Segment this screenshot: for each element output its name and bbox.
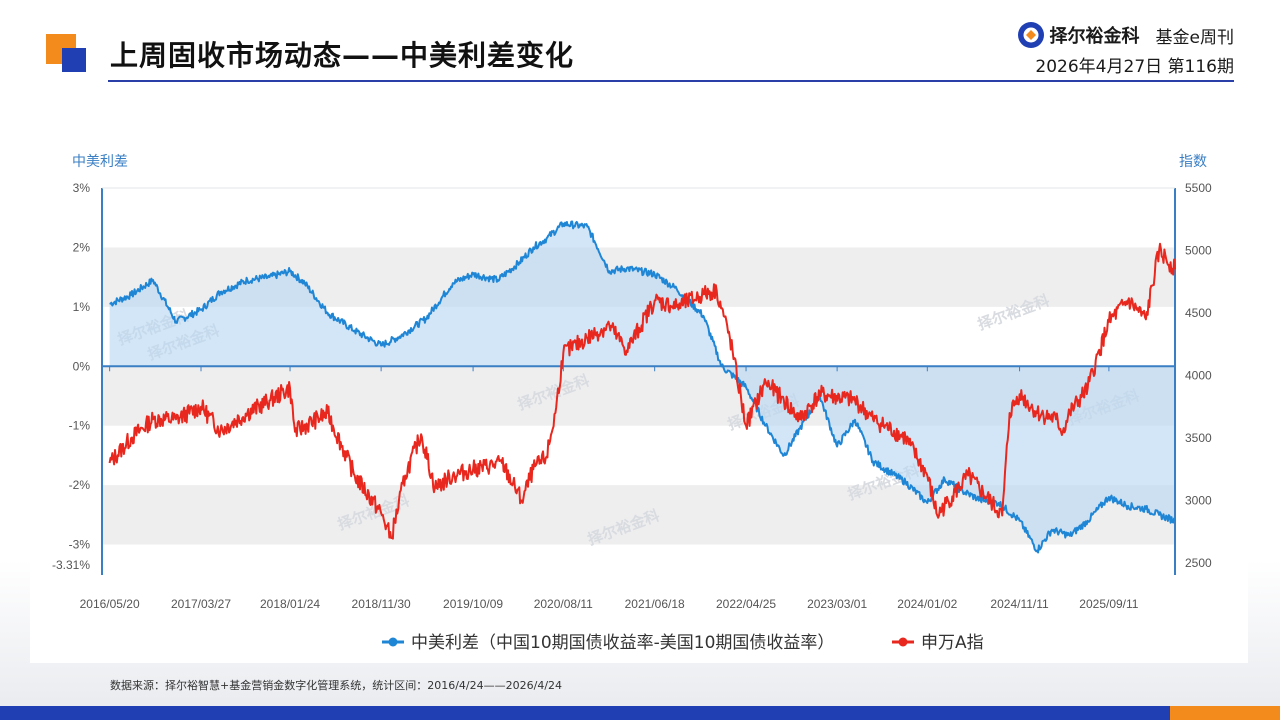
footer-bar-blue [0, 706, 1170, 720]
x-tick-label: 2020/08/11 [534, 597, 593, 611]
right-tick-label: 3000 [1185, 494, 1212, 508]
x-tick-label: 2018/11/30 [352, 597, 411, 611]
right-tick-label: 2500 [1185, 556, 1212, 570]
brand-logo-icon [1017, 22, 1044, 48]
left-tick-label: -3.31% [52, 558, 90, 572]
left-tick-label: 0% [73, 359, 91, 373]
brand-name: 择尔裕金科 [1049, 26, 1140, 47]
x-tick-label: 2017/03/27 [171, 597, 231, 611]
chart-card: 择尔裕金科择尔裕金科择尔裕金科择尔裕金科择尔裕金科择尔裕金科择尔裕金科择尔裕金科… [30, 125, 1248, 663]
right-tick-label: 4500 [1185, 306, 1212, 320]
brand-block: 择尔裕金科 基金e周刊 [1016, 20, 1234, 50]
spread-area-fill [109, 221, 1176, 553]
spread-series-line [109, 220, 1176, 554]
chart-legend: 中美利差（中国10期国债收益率-美国10期国债收益率） 申万A指 [382, 633, 984, 653]
left-tick-label: -1% [69, 419, 91, 433]
x-tick-label: 2023/03/01 [807, 597, 867, 611]
data-source-note: 数据来源：择尔裕智慧+基金营销金数字化管理系统，统计区间：2016/4/24——… [110, 679, 563, 692]
x-tick-label: 2025/09/11 [1079, 597, 1138, 611]
left-tick-label: -2% [69, 478, 91, 492]
right-axis-title: 指数 [1179, 154, 1207, 170]
legend-spread-label: 中美利差（中国10期国债收益率-美国10期国债收益率） [411, 633, 834, 653]
legend-index-label: 申万A指 [921, 633, 984, 653]
left-tick-label: 1% [73, 300, 91, 314]
legend-spread-swatch-dot [388, 637, 398, 647]
x-tick-label: 2024/11/11 [990, 597, 1049, 611]
left-tick-label: -3% [69, 538, 91, 552]
left-tick-label: 3% [73, 181, 91, 195]
right-tick-label: 5500 [1185, 181, 1212, 195]
page-title: 上周固收市场动态——中美利差变化 [110, 39, 575, 72]
publication-name: 基金e周刊 [1155, 27, 1234, 48]
left-axis-title: 中美利差 [72, 154, 128, 170]
issue-date: 2026年4月27日 第116期 [1035, 57, 1234, 77]
title-underline [108, 80, 1234, 82]
decorative-blue-square [62, 48, 86, 72]
left-tick-label: 2% [73, 240, 91, 254]
index-series-line [108, 242, 1176, 540]
right-tick-label: 3500 [1185, 431, 1212, 445]
right-tick-label: 4000 [1185, 369, 1212, 383]
x-tick-label: 2018/01/24 [260, 597, 320, 611]
x-tick-label: 2019/10/09 [443, 597, 503, 611]
x-tick-label: 2022/04/25 [716, 597, 776, 611]
x-tick-label: 2024/01/02 [897, 597, 957, 611]
spread-index-chart: 择尔裕金科择尔裕金科择尔裕金科择尔裕金科择尔裕金科择尔裕金科择尔裕金科择尔裕金科… [52, 154, 1212, 653]
footer-bar-orange [1170, 706, 1280, 720]
x-tick-label: 2021/06/18 [625, 597, 685, 611]
legend-index-swatch-dot [898, 637, 908, 647]
right-tick-label: 5000 [1185, 244, 1212, 258]
x-tick-label: 2016/05/20 [80, 597, 140, 611]
